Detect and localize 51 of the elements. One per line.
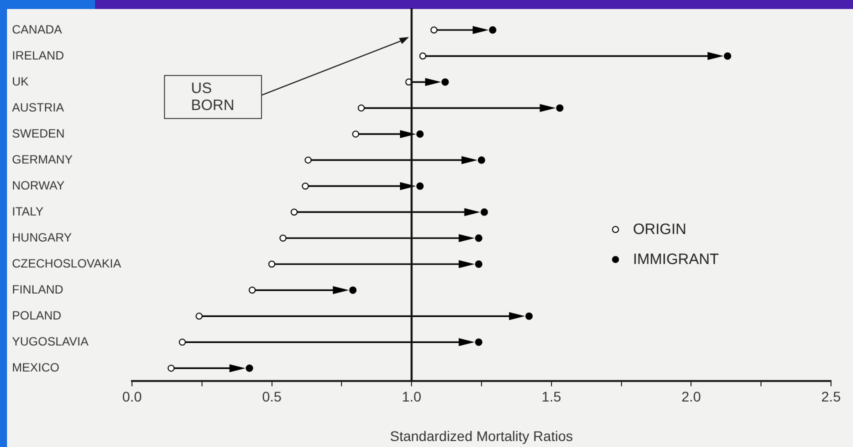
- point: [279, 234, 286, 242]
- point: [475, 260, 482, 268]
- point: [358, 104, 365, 112]
- x-tick-label: 1.5: [542, 388, 562, 404]
- point: [441, 78, 449, 86]
- point: [196, 312, 203, 320]
- point: [416, 130, 424, 138]
- point: [419, 52, 426, 60]
- y-tick-label: MEXICO: [12, 360, 60, 375]
- point: [478, 156, 486, 164]
- point: [488, 26, 496, 34]
- point: [416, 182, 424, 190]
- point: [168, 364, 175, 372]
- point: [724, 52, 732, 60]
- y-tick-label: HUNGARY: [12, 230, 72, 244]
- y-tick-label: SWEDEN: [12, 126, 65, 140]
- y-tick-label: YUGOSLAVIA: [12, 334, 88, 348]
- point: [302, 182, 309, 190]
- x-tick-label: 0.0: [122, 388, 142, 404]
- point: [349, 286, 357, 294]
- x-axis-title: Standardized Mortality Ratios: [390, 428, 573, 444]
- y-tick-label: CANADA: [12, 22, 62, 36]
- point: [290, 208, 298, 216]
- y-tick-label: AUSTRIA: [12, 100, 64, 114]
- point: [304, 156, 312, 164]
- x-tick-label: 2.5: [821, 388, 841, 404]
- point: [475, 234, 482, 242]
- y-tick-label: ITALY: [12, 204, 44, 218]
- y-tick-label: UK: [12, 74, 29, 88]
- y-tick-label: CZECHOSLOVAKIA: [12, 256, 122, 270]
- y-tick-label: FINLAND: [12, 282, 64, 296]
- y-tick-label: IRELAND: [12, 48, 64, 62]
- legend-label: IMMIGRANT: [632, 250, 719, 270]
- point: [178, 338, 186, 346]
- y-tick-label: GERMANY: [12, 152, 73, 166]
- annotation: US BORN: [164, 75, 262, 119]
- x-tick-label: 2.0: [681, 388, 702, 404]
- y-tick-label: NORWAY: [12, 178, 64, 192]
- point: [248, 286, 256, 294]
- point: [475, 338, 482, 346]
- point: [352, 130, 360, 138]
- legend-label: ORIGIN: [632, 220, 688, 240]
- y-tick-label: POLAND: [12, 308, 62, 322]
- point: [480, 208, 488, 216]
- x-tick-label: 1.0: [402, 388, 422, 404]
- x-tick-label: 0.5: [262, 388, 282, 404]
- point: [525, 312, 533, 320]
- point: [430, 26, 438, 34]
- point: [246, 364, 254, 372]
- point: [268, 260, 276, 268]
- point: [556, 104, 564, 112]
